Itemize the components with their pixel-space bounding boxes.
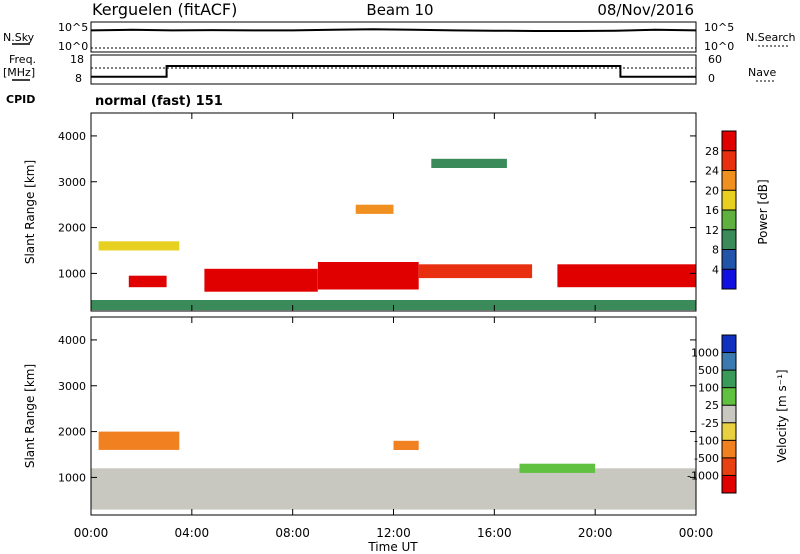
colorbar-swatch <box>722 335 736 353</box>
freq-label-1: Freq. <box>9 53 36 66</box>
frequency-line <box>91 65 696 78</box>
noise-panel-frame <box>90 21 697 53</box>
velocity-scatter-band <box>519 463 596 473</box>
colorbar-swatch <box>722 131 736 151</box>
time-axis-label: Time UT <box>367 540 418 554</box>
colorbar-swatch <box>722 269 736 290</box>
colorbar-tick-label: 100 <box>698 382 719 395</box>
noise-tick-left-lo: 10^0 <box>58 40 88 53</box>
y-tick-label: 2000 <box>58 426 86 439</box>
colorbar-swatch <box>722 249 736 270</box>
colorbar-tick-label: 24 <box>705 165 719 178</box>
freq-tick-lo: 8 <box>75 72 82 85</box>
nsearch-label: N.Search <box>746 31 796 44</box>
power-panel: 1000 2000 3000 4000 Slant Range [km] 4 8 12 16… <box>23 112 770 312</box>
velocity-scatter-band <box>91 468 696 510</box>
colorbar-frame <box>721 334 737 494</box>
colorbar-swatch <box>722 422 736 441</box>
colorbar-tick-label: -500 <box>694 452 719 465</box>
power-cells <box>91 158 696 311</box>
nave-tick-hi: 60 <box>708 53 722 66</box>
colorbar-tick-label: 25 <box>705 399 719 412</box>
colorbar-tick-label: -100 <box>694 434 719 447</box>
time-tick-label: 00:00 <box>74 526 109 540</box>
freq-panel: Freq. [MHz] 18 8 60 0 Nave <box>3 53 776 85</box>
y-tick-label: 1000 <box>58 267 86 280</box>
time-tick-label: 12:00 <box>376 526 411 540</box>
y-tick-label: 1000 <box>58 471 86 484</box>
velocity-scatter-band <box>393 440 419 450</box>
freq-panel-frame <box>90 54 697 85</box>
noise-sky-line <box>90 28 697 32</box>
nave-label: Nave <box>748 66 776 79</box>
velocity-y-label: Slant Range [km] <box>23 364 37 468</box>
y-tick-label: 4000 <box>58 130 86 143</box>
colorbar-swatch <box>722 440 736 458</box>
colorbar-swatch <box>722 457 736 476</box>
colorbar-tick-label: 28 <box>705 145 719 158</box>
time-tick-label: 08:00 <box>275 526 310 540</box>
velocity-y-axis: 1000 2000 3000 4000 <box>58 334 696 484</box>
power-y-label: Slant Range [km] <box>23 160 37 264</box>
time-axis: 00:00 04:00 08:00 12:00 16:00 20:00 00:00 <box>74 113 714 540</box>
nsky-label: N.Sky <box>3 31 35 44</box>
time-tick-label: 00:00 <box>679 526 714 540</box>
colorbar-swatch <box>722 405 736 423</box>
colorbar-swatch <box>722 229 736 250</box>
y-tick-label: 4000 <box>58 334 86 347</box>
time-tick-label: 04:00 <box>175 526 210 540</box>
colorbar-tick-label: -1000 <box>687 469 719 482</box>
colorbar-swatch <box>722 210 736 230</box>
power-scatter-band <box>418 264 533 279</box>
y-tick-label: 3000 <box>58 176 86 189</box>
freq-label-2: [MHz] <box>3 66 35 79</box>
date-title: 08/Nov/2016 <box>597 1 694 19</box>
power-scatter-band <box>204 268 318 292</box>
freq-tick-hi: 18 <box>70 53 84 66</box>
power-colorbar: 4 8 12 16 20 24 28 <box>705 130 737 290</box>
noise-tick-right-lo: 10^0 <box>704 40 734 53</box>
power-scatter-band <box>98 241 180 251</box>
time-tick-label: 20:00 <box>578 526 613 540</box>
cpid-text: normal (fast) 151 <box>95 94 223 109</box>
noise-tick-left-hi: 10^5 <box>58 21 88 34</box>
power-colorbar-label: Power [dB] <box>756 179 770 244</box>
colorbar-tick-label: 4 <box>712 263 719 276</box>
power-scatter-band <box>355 204 394 214</box>
velocity-colorbar: 1000 500 100 25 -25 -100 -500 -1000 <box>687 334 737 494</box>
noise-panel: N.Sky 10^5 10^0 10^5 10^0 N.Search <box>3 21 796 53</box>
y-tick-label: 2000 <box>58 222 86 235</box>
power-scatter-band <box>431 158 507 168</box>
colorbar-swatch <box>722 352 736 371</box>
colorbar-tick-label: 12 <box>705 224 719 237</box>
station-title: Kerguelen (fitACF) <box>92 0 237 19</box>
y-tick-label: 3000 <box>58 380 86 393</box>
power-scatter-band <box>557 264 696 288</box>
power-scatter-band <box>128 275 167 288</box>
velocity-panel: 1000 2000 3000 4000 Slant Range [km] 1000 50… <box>23 316 789 516</box>
colorbar-tick-label: 1000 <box>691 347 719 360</box>
time-tick-label: 16:00 <box>477 526 512 540</box>
velocity-cells <box>91 431 696 510</box>
colorbar-tick-label: -25 <box>701 417 719 430</box>
colorbar-tick-label: 20 <box>705 184 719 197</box>
velocity-colorbar-label: Velocity [m s⁻¹] <box>775 369 789 462</box>
colorbar-swatch <box>722 150 736 171</box>
colorbar-tick-label: 16 <box>705 204 719 217</box>
colorbar-swatch <box>722 170 736 191</box>
colorbar-tick-label: 8 <box>712 244 719 257</box>
colorbar-tick-label: 500 <box>698 364 719 377</box>
noise-tick-right-hi: 10^5 <box>704 21 734 34</box>
cpid-label: CPID <box>6 93 35 106</box>
colorbar-swatch <box>722 475 736 493</box>
colorbar-swatch <box>722 370 736 388</box>
power-y-axis: 1000 2000 3000 4000 <box>58 130 696 280</box>
velocity-scatter-band <box>98 431 180 450</box>
power-scatter-band <box>317 262 419 290</box>
beam-title: Beam 10 <box>366 1 433 19</box>
colorbar-swatch <box>722 190 736 211</box>
nave-tick-lo: 0 <box>708 72 715 85</box>
colorbar-swatch <box>722 387 736 406</box>
